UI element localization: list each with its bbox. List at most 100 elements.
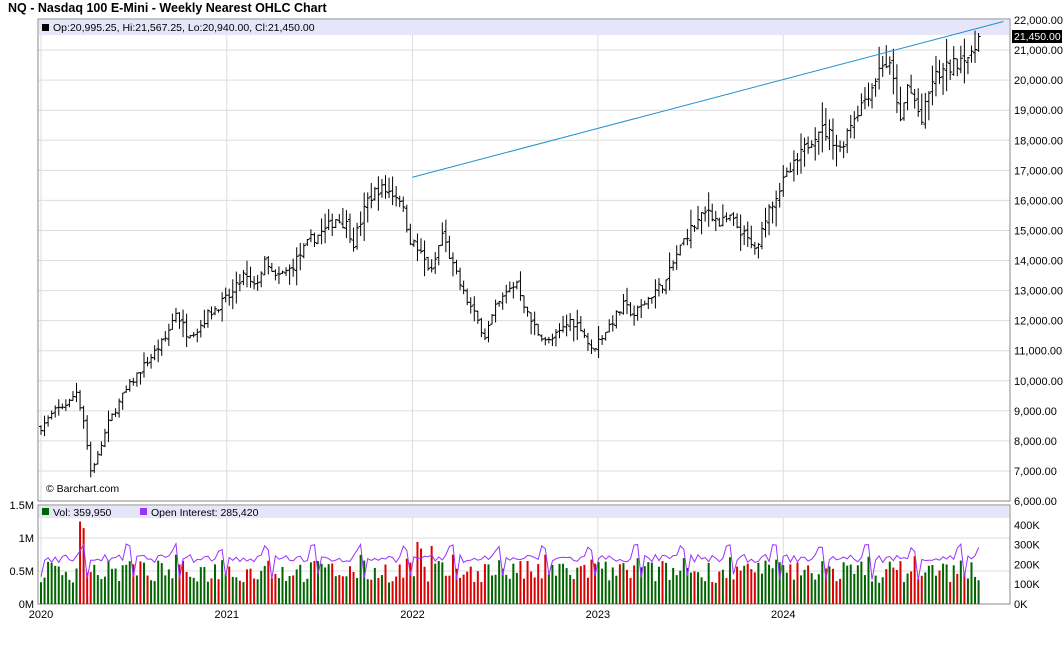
ohlc-bar — [536, 323, 541, 336]
volume-bar — [906, 573, 909, 604]
ohlc-bar — [102, 428, 107, 448]
ohlc-bar — [241, 269, 246, 286]
volume-bar — [47, 561, 50, 604]
ohlc-bar — [117, 398, 122, 418]
volume-bar — [689, 572, 692, 604]
ohlc-bar — [923, 92, 928, 129]
ohlc-bar — [326, 209, 331, 230]
volume-bar — [420, 548, 423, 604]
ohlc-bar — [181, 309, 186, 338]
volume-bar — [576, 567, 579, 604]
volume-bar — [260, 570, 263, 604]
volume-bar — [434, 563, 437, 604]
volume-bar — [778, 562, 781, 604]
ohlc-bar — [884, 45, 889, 69]
ohlc-bar — [902, 102, 907, 121]
ohlc-bar — [539, 334, 544, 342]
volume-bar — [732, 579, 735, 604]
open-interest-legend-swatch — [140, 508, 147, 515]
ohlc-bar — [632, 305, 637, 326]
volume-bar — [388, 582, 391, 604]
ohlc-bar — [543, 336, 548, 346]
price-legend-swatch — [42, 24, 49, 31]
ohlc-bar — [816, 131, 821, 155]
volume-bar — [867, 556, 870, 604]
volume-bar — [966, 578, 969, 604]
volume-bar — [831, 568, 834, 604]
volume-bar — [558, 563, 561, 604]
volume-bar — [462, 574, 465, 604]
ohlc-bar — [568, 313, 573, 332]
volume-bar — [253, 578, 256, 604]
volume-bar — [942, 563, 945, 604]
ohlc-bar — [504, 284, 509, 304]
volume-bar — [483, 564, 486, 604]
volume-bar — [618, 564, 621, 604]
ohlc-bar — [284, 267, 289, 276]
ohlc-bar — [550, 333, 555, 346]
ohlc-bar — [532, 311, 537, 336]
ohlc-bar — [852, 111, 857, 139]
ohlc-bar — [582, 328, 587, 339]
ohlc-bar — [347, 213, 352, 243]
volume-bar — [874, 575, 877, 604]
ohlc-bar — [770, 201, 775, 224]
ohlc-bar — [774, 190, 779, 227]
ohlc-bar — [497, 300, 502, 307]
price-panel-frame — [37, 18, 1011, 502]
volume-bar — [934, 575, 937, 604]
volume-bar — [309, 562, 312, 604]
volume-bar — [469, 566, 472, 604]
volume-bar — [697, 572, 700, 604]
volume-bar — [391, 581, 394, 604]
ohlc-bar — [205, 309, 210, 328]
ohlc-bar — [958, 45, 963, 74]
ohlc-bar — [880, 56, 885, 77]
volume-bar — [249, 568, 252, 604]
ohlc-bar — [301, 243, 306, 259]
volume-bar — [636, 558, 639, 604]
price-tick-label: 18,000.00 — [1014, 135, 1063, 147]
ohlc-bar — [156, 339, 161, 363]
ohlc-bar — [830, 118, 835, 160]
ohlc-bar — [756, 242, 761, 259]
ohlc-bar — [500, 292, 505, 310]
volume-bar — [803, 569, 806, 604]
ohlc-bar — [855, 105, 860, 122]
volume-bar — [856, 565, 859, 604]
volume-bar — [437, 561, 440, 604]
volume-bar — [924, 572, 927, 604]
ohlc-bar — [443, 219, 448, 253]
ohlc-bar — [646, 296, 651, 310]
volume-tick-label: 0.5M — [10, 566, 34, 578]
ohlc-bar — [287, 264, 292, 285]
ohlc-bar — [738, 214, 743, 251]
ohlc-bar — [575, 309, 580, 341]
ohlc-bar — [230, 279, 235, 310]
ohlc-bar — [461, 280, 466, 295]
volume-bar — [192, 577, 195, 604]
ohlc-bar — [56, 399, 61, 416]
ohlc-bar — [468, 297, 473, 314]
ohlc-bar — [578, 316, 583, 332]
volume-bar — [405, 558, 408, 604]
volume-bar — [377, 577, 380, 604]
volume-bar — [977, 580, 980, 604]
ohlc-bar — [70, 391, 75, 401]
ohlc-bar — [802, 137, 807, 167]
volume-bar — [96, 575, 99, 604]
volume-bar — [245, 569, 248, 604]
volume-bar — [974, 576, 977, 604]
ohlc-bar — [671, 260, 676, 271]
volume-bar — [917, 579, 920, 604]
volume-bar — [604, 561, 607, 604]
volume-bar — [704, 581, 707, 604]
volume-bar — [775, 559, 778, 604]
volume-bar — [846, 565, 849, 604]
ohlc-bar — [195, 328, 200, 343]
ohlc-bar — [53, 405, 58, 418]
price-grid — [38, 20, 1010, 501]
volume-bar — [647, 562, 650, 604]
volume-bar — [657, 566, 660, 604]
ohlc-bar — [529, 312, 534, 335]
